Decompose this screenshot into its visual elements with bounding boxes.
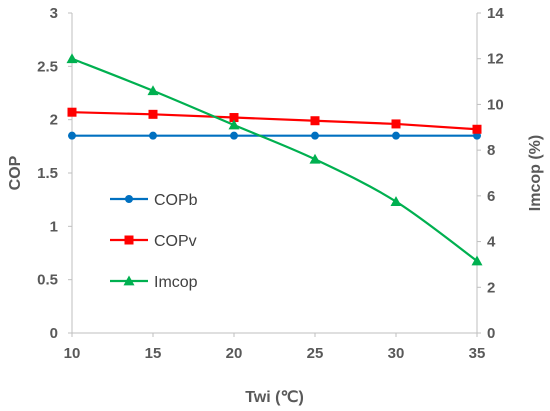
y-tick-label: 0.5 bbox=[37, 272, 58, 289]
x-tick-label: 10 bbox=[64, 345, 81, 362]
y-tick-label: 2.5 bbox=[37, 58, 58, 75]
y2-axis-title: Imcop (%) bbox=[527, 135, 544, 211]
y2-tick-label: 0 bbox=[487, 325, 495, 342]
y-tick-label: 1 bbox=[50, 218, 58, 235]
data-point-imcop bbox=[471, 255, 483, 266]
data-point-copv bbox=[310, 116, 320, 126]
data-point-imcop bbox=[147, 85, 159, 96]
y2-tick-label: 2 bbox=[487, 279, 495, 296]
data-point-copb bbox=[311, 131, 319, 140]
y2-tick-label: 12 bbox=[487, 51, 504, 68]
data-point-copb bbox=[68, 131, 76, 140]
y-tick-label: 0 bbox=[50, 325, 58, 342]
y2-tick-label: 4 bbox=[487, 234, 496, 251]
legend-label: COPv bbox=[154, 233, 197, 250]
data-point-copv bbox=[148, 109, 158, 119]
y-axis-title: COP bbox=[7, 155, 24, 190]
x-tick-label: 30 bbox=[388, 345, 405, 362]
y2-tick-label: 10 bbox=[487, 96, 504, 113]
data-point-copv bbox=[67, 107, 77, 117]
legend-label: Imcop bbox=[154, 274, 198, 291]
x-tick-label: 35 bbox=[469, 345, 486, 362]
data-point-imcop bbox=[66, 53, 78, 64]
data-point-imcop bbox=[228, 119, 240, 130]
data-point-imcop bbox=[309, 153, 321, 164]
data-point-copb bbox=[392, 131, 400, 140]
x-tick-label: 20 bbox=[226, 345, 243, 362]
data-point-copv bbox=[229, 113, 239, 123]
y2-tick-label: 14 bbox=[487, 5, 504, 22]
series-line-copv bbox=[71, 111, 478, 131]
x-tick-label: 25 bbox=[307, 345, 324, 362]
y-tick-label: 3 bbox=[50, 5, 58, 22]
data-point-imcop bbox=[390, 196, 402, 206]
x-tick-label: 15 bbox=[145, 345, 162, 362]
legend-marker-imcop bbox=[123, 275, 135, 286]
legend-marker-copb bbox=[125, 195, 133, 203]
data-point-copb bbox=[149, 131, 157, 140]
legend-label: COPb bbox=[154, 192, 198, 209]
y2-tick-label: 8 bbox=[487, 142, 495, 159]
y-tick-label: 2 bbox=[50, 112, 58, 129]
x-axis-title: Twi (℃) bbox=[245, 389, 304, 406]
legend-marker-copv bbox=[124, 235, 134, 245]
series-line-imcop bbox=[71, 57, 478, 262]
y2-tick-label: 6 bbox=[487, 188, 495, 205]
data-point-copv bbox=[472, 124, 482, 134]
data-point-copb bbox=[230, 131, 238, 140]
data-point-copv bbox=[391, 119, 401, 129]
y-tick-label: 1.5 bbox=[37, 165, 58, 182]
